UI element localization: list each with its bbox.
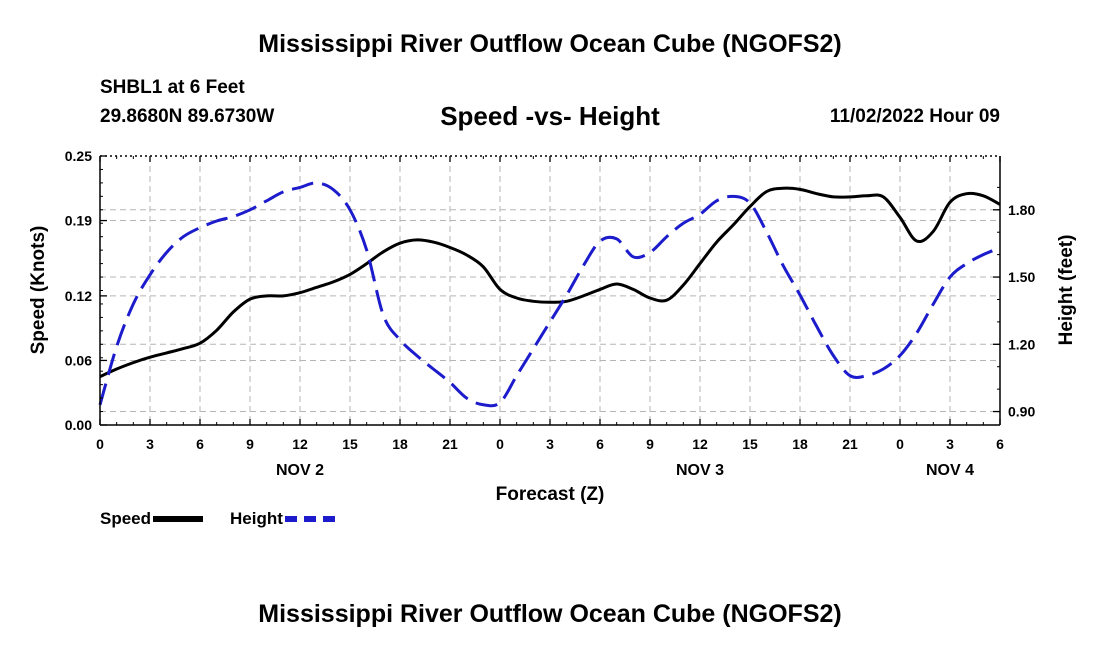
x-axis-label: Forecast (Z): [496, 484, 605, 505]
x-tick-label: 0: [96, 436, 104, 452]
x-tick-label: 18: [392, 436, 408, 452]
x-tick-label: 12: [292, 436, 308, 452]
y2-tick-label: 1.80: [1008, 202, 1035, 218]
x-tick-label: 21: [442, 436, 458, 452]
y2-tick-label: 0.90: [1008, 404, 1035, 420]
legend-speed: Speed: [100, 509, 204, 529]
x-tick-label: 15: [742, 436, 758, 452]
y2-axis-label: Height (feet): [1056, 235, 1077, 346]
x-tick-label: 6: [596, 436, 604, 452]
x-tick-label: 3: [146, 436, 154, 452]
y-tick-label: 0.00: [65, 417, 92, 433]
y2-tick-label: 1.20: [1008, 336, 1035, 352]
legend-speed-label: Speed: [100, 509, 152, 528]
station-name: SHBL1 at 6 Feet: [100, 77, 245, 98]
legend-height-swatch: [284, 516, 335, 522]
y-axis-label: Speed (Knots): [28, 226, 49, 355]
y-tick-label: 0.19: [65, 213, 92, 229]
x-tick-label: 6: [996, 436, 1004, 452]
x-tick-label: 9: [646, 436, 654, 452]
series-speed-line: [99, 186, 1001, 378]
x-tick-label: 21: [842, 436, 858, 452]
main-title: Mississippi River Outflow Ocean Cube (NG…: [258, 30, 842, 58]
y-tick-label: 0.12: [65, 288, 92, 304]
station-coordinates: 29.8680N 89.6730W: [100, 106, 275, 127]
legend-speed-swatch: [153, 516, 204, 522]
footer-title: Mississippi River Outflow Ocean Cube (NG…: [258, 600, 842, 628]
chart-title: Speed -vs- Height: [440, 101, 660, 131]
date-label: NOV 4: [926, 462, 974, 479]
y2-tick-label: 1.50: [1008, 269, 1035, 285]
chart-datetime: 11/02/2022 Hour 09: [829, 106, 1000, 127]
y-tick-label: 0.06: [65, 352, 92, 368]
legend-height: Height: [230, 509, 335, 529]
x-tick-label: 3: [546, 436, 554, 452]
x-tick-label: 12: [692, 436, 708, 452]
x-tick-label: 15: [342, 436, 358, 452]
x-tick-label: 18: [792, 436, 808, 452]
x-tick-label: 9: [246, 436, 254, 452]
x-tick-label: 3: [946, 436, 954, 452]
date-label: NOV 2: [276, 462, 324, 479]
x-tick-label: 0: [896, 436, 904, 452]
legend-height-label: Height: [230, 509, 283, 528]
x-tick-label: 0: [496, 436, 504, 452]
y-tick-label: 0.25: [65, 148, 92, 164]
x-tick-label: 6: [196, 436, 204, 452]
date-label: NOV 3: [676, 462, 724, 479]
series-height-line: [98, 181, 1001, 408]
